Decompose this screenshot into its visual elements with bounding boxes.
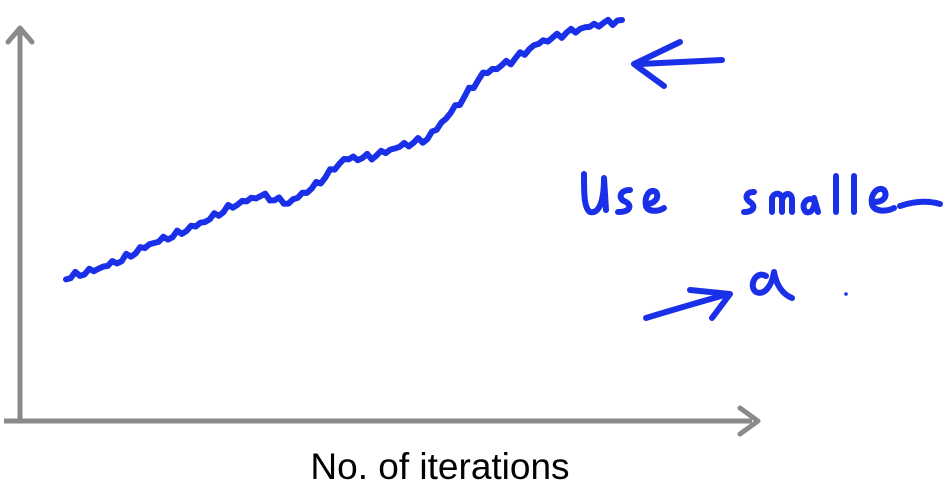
x-axis-label: No. of iterations bbox=[310, 446, 570, 487]
handwriting-s2 bbox=[741, 189, 757, 215]
alpha-symbol bbox=[749, 269, 795, 301]
annotation-use-smaller bbox=[581, 171, 943, 216]
annotation-arrow-alpha bbox=[643, 269, 848, 321]
annotation-arrow bbox=[631, 39, 725, 89]
handwriting-s1 bbox=[615, 187, 633, 215]
annotation-arrow-head bbox=[631, 39, 683, 89]
handwriting-U bbox=[581, 171, 609, 216]
x-axis-arrowhead bbox=[737, 405, 761, 437]
alpha-arrow-shaft bbox=[643, 291, 731, 321]
handwriting-m bbox=[769, 190, 795, 215]
annotation-arrow-shaft bbox=[637, 57, 725, 67]
alpha-arrow-head bbox=[687, 287, 733, 321]
handwriting-r-tail bbox=[897, 198, 943, 209]
handwriting-e1 bbox=[642, 188, 667, 214]
stray-dot bbox=[844, 292, 848, 296]
y-axis-arrowhead bbox=[5, 25, 35, 45]
series-layer bbox=[63, 16, 625, 283]
axes bbox=[4, 25, 761, 437]
handwriting-a bbox=[800, 195, 821, 216]
handwriting-e2 bbox=[868, 186, 897, 214]
series-line bbox=[63, 16, 625, 283]
